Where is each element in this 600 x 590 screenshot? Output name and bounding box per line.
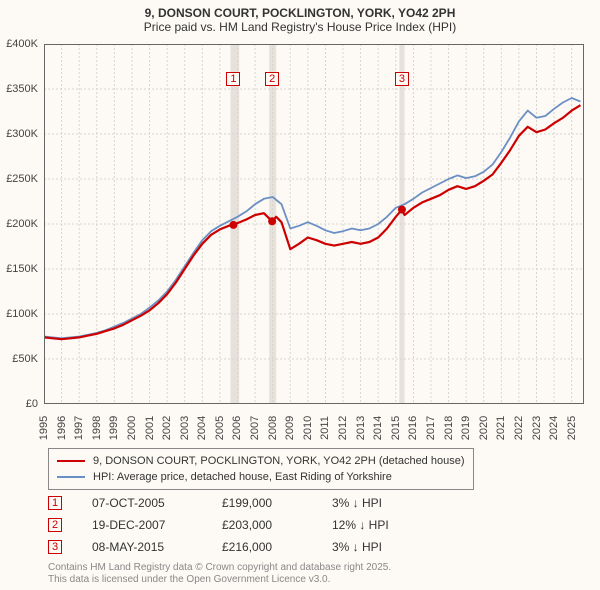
sales-row: 1 07-OCT-2005 £199,000 3% ↓ HPI [48, 492, 422, 514]
x-tick-label: 2019 [460, 416, 472, 440]
sale-delta: 3% ↓ HPI [332, 496, 422, 510]
x-tick-label: 2023 [531, 416, 543, 440]
x-tick-label: 2010 [302, 416, 314, 440]
sale-date: 07-OCT-2005 [92, 496, 192, 510]
legend-swatch [57, 460, 85, 462]
x-tick-label: 2011 [319, 416, 331, 440]
x-tick-label: 1999 [108, 416, 120, 440]
x-tick-label: 2022 [513, 416, 525, 440]
x-tick-label: 2024 [548, 416, 560, 440]
y-tick-label: £50K [0, 353, 38, 365]
sale-marker: 1 [48, 496, 62, 510]
attribution-line: Contains HM Land Registry data © Crown c… [48, 562, 391, 574]
x-tick-label: 2009 [284, 416, 296, 440]
x-tick-label: 1996 [56, 416, 68, 440]
sales-table: 1 07-OCT-2005 £199,000 3% ↓ HPI 2 19-DEC… [48, 492, 422, 558]
x-tick-label: 2025 [566, 416, 578, 440]
y-tick-label: £350K [0, 83, 38, 95]
x-tick-label: 2014 [372, 416, 384, 440]
x-tick-label: 1995 [38, 416, 50, 440]
y-tick-label: £250K [0, 173, 38, 185]
x-tick-label: 2000 [126, 416, 138, 440]
sale-price: £216,000 [222, 540, 302, 554]
x-tick-label: 2017 [425, 416, 437, 440]
legend-row: HPI: Average price, detached house, East… [57, 469, 465, 485]
sales-row: 3 08-MAY-2015 £216,000 3% ↓ HPI [48, 536, 422, 558]
chart-svg [44, 44, 584, 404]
x-tick-label: 2002 [161, 416, 173, 440]
legend: 9, DONSON COURT, POCKLINGTON, YORK, YO42… [48, 448, 474, 490]
sale-delta: 3% ↓ HPI [332, 540, 422, 554]
x-tick-label: 2016 [407, 416, 419, 440]
x-tick-label: 2021 [495, 416, 507, 440]
x-tick-label: 2001 [144, 416, 156, 440]
sales-row: 2 19-DEC-2007 £203,000 12% ↓ HPI [48, 514, 422, 536]
chart-annotation-marker: 2 [265, 72, 279, 86]
legend-swatch [57, 476, 85, 478]
attribution: Contains HM Land Registry data © Crown c… [48, 562, 391, 586]
x-tick-label: 2008 [267, 416, 279, 440]
x-tick-label: 2005 [214, 416, 226, 440]
legend-label: 9, DONSON COURT, POCKLINGTON, YORK, YO42… [93, 453, 465, 469]
legend-row: 9, DONSON COURT, POCKLINGTON, YORK, YO42… [57, 453, 465, 469]
x-tick-label: 2018 [443, 416, 455, 440]
chart-annotation-marker: 3 [395, 72, 409, 86]
y-tick-label: £100K [0, 308, 38, 320]
sale-delta: 12% ↓ HPI [332, 518, 422, 532]
chart-subtitle: Price paid vs. HM Land Registry's House … [0, 20, 600, 34]
attribution-line: This data is licensed under the Open Gov… [48, 574, 391, 586]
y-tick-label: £0 [0, 398, 38, 410]
x-tick-label: 2003 [179, 416, 191, 440]
y-tick-label: £200K [0, 218, 38, 230]
y-tick-label: £400K [0, 38, 38, 50]
y-tick-label: £150K [0, 263, 38, 275]
sale-price: £199,000 [222, 496, 302, 510]
sale-date: 08-MAY-2015 [92, 540, 192, 554]
legend-label: HPI: Average price, detached house, East… [93, 469, 392, 485]
x-tick-label: 2004 [196, 416, 208, 440]
chart-title: 9, DONSON COURT, POCKLINGTON, YORK, YO42… [0, 6, 600, 20]
chart-area: £0£50K£100K£150K£200K£250K£300K£350K£400… [44, 44, 584, 404]
sale-marker: 3 [48, 540, 62, 554]
sale-marker: 2 [48, 518, 62, 532]
chart-annotation-marker: 1 [226, 72, 240, 86]
x-tick-label: 1998 [91, 416, 103, 440]
y-tick-label: £300K [0, 128, 38, 140]
x-tick-label: 2020 [478, 416, 490, 440]
x-tick-label: 2015 [390, 416, 402, 440]
sale-price: £203,000 [222, 518, 302, 532]
x-tick-label: 2006 [231, 416, 243, 440]
sale-date: 19-DEC-2007 [92, 518, 192, 532]
x-tick-label: 2007 [249, 416, 261, 440]
title-block: 9, DONSON COURT, POCKLINGTON, YORK, YO42… [0, 0, 600, 34]
x-tick-label: 2013 [355, 416, 367, 440]
x-tick-label: 2012 [337, 416, 349, 440]
x-tick-label: 1997 [73, 416, 85, 440]
